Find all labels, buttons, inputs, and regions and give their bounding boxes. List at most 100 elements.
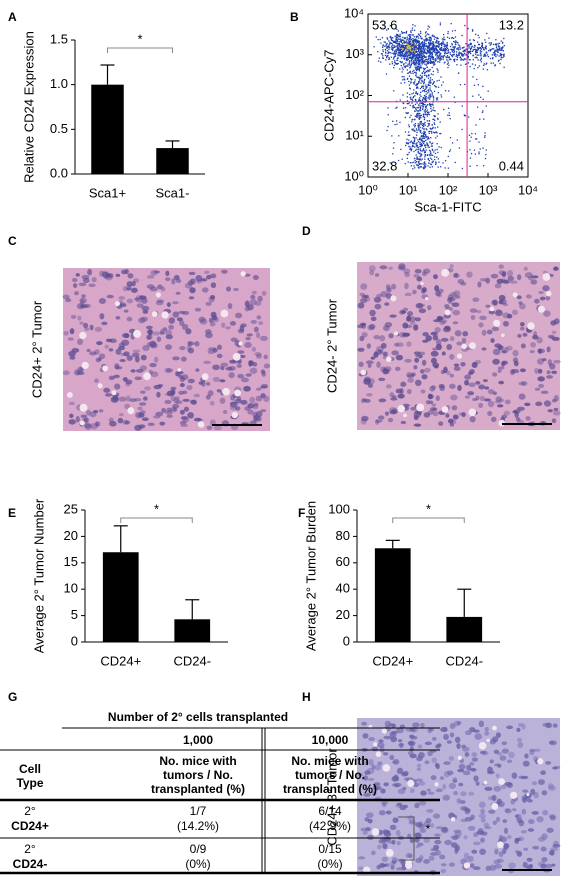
nucleus <box>149 362 157 368</box>
nucleus <box>479 278 488 282</box>
cell-dot <box>500 55 502 57</box>
cell-dot <box>408 145 410 148</box>
nucleus <box>357 772 363 777</box>
nucleus <box>208 347 216 351</box>
nucleus <box>491 736 499 743</box>
cell-dot <box>453 40 455 43</box>
cell-dot <box>464 114 466 117</box>
cell-dot <box>411 78 413 80</box>
cell-dot <box>452 49 454 51</box>
cell-dot <box>407 38 409 40</box>
cell-dot <box>403 82 406 84</box>
cell-dot <box>387 114 389 116</box>
cell-dot <box>412 60 415 62</box>
cell-dot <box>425 84 427 86</box>
cell-dot <box>414 38 416 41</box>
cell-dot <box>404 55 407 57</box>
cell-dot <box>397 48 400 51</box>
cell-dot <box>425 128 427 130</box>
cell-dot <box>442 56 444 58</box>
cell-dot <box>409 49 411 51</box>
nucleus <box>415 778 424 783</box>
nucleus <box>396 802 403 806</box>
cell-dot <box>390 45 393 47</box>
quadrant-percent: 53.6 <box>372 17 397 32</box>
histology-texture <box>357 720 561 875</box>
cell-dot <box>387 52 389 55</box>
quadrant-percent: 0.44 <box>499 158 524 173</box>
cell-dot <box>381 37 384 39</box>
cell-dot <box>423 46 426 48</box>
vacuole <box>232 352 241 361</box>
nucleus <box>484 786 493 791</box>
cell-dot <box>458 51 460 53</box>
nucleus <box>538 383 545 388</box>
cell-dot <box>407 103 409 105</box>
cell-dot <box>454 29 456 32</box>
cell-dot <box>419 143 421 145</box>
nucleus <box>140 316 148 322</box>
nucleus <box>150 342 158 349</box>
vacuole <box>545 290 552 297</box>
cell-dot <box>407 112 409 114</box>
cell-dot <box>409 147 412 150</box>
cell-dot <box>442 38 445 40</box>
table-cell: 0/9 <box>190 842 207 856</box>
nucleus <box>382 752 389 756</box>
nucleus <box>99 313 105 320</box>
cell-dot <box>469 59 471 61</box>
nucleus <box>165 277 171 282</box>
vacuole <box>390 295 397 302</box>
nucleus <box>180 423 188 427</box>
nucleus <box>527 828 535 832</box>
cell-dot <box>433 122 435 124</box>
cell-dot <box>435 47 437 49</box>
cell-dot <box>468 59 470 61</box>
cell-dot <box>472 49 474 51</box>
nucleus <box>481 347 487 351</box>
nucleus <box>74 291 79 296</box>
cell-dot <box>468 134 471 136</box>
cell-dot <box>423 94 426 97</box>
cell-dot <box>402 39 404 41</box>
nucleus <box>518 381 525 386</box>
nucleus <box>127 273 134 279</box>
cell-dot <box>428 49 430 52</box>
nucleus <box>531 781 538 786</box>
cell-dot <box>485 154 487 156</box>
cell-dot <box>426 86 428 88</box>
cell-dot <box>412 24 414 26</box>
nucleus <box>94 326 103 332</box>
cell-dot <box>417 112 419 115</box>
cell-dot <box>435 58 437 60</box>
nucleus <box>226 286 232 292</box>
cell-dot <box>398 38 400 40</box>
cell-dot <box>408 37 411 40</box>
nucleus <box>383 782 389 787</box>
nucleus <box>256 315 262 320</box>
nucleus <box>405 728 413 732</box>
cell-dot <box>443 54 445 57</box>
panel-label: G <box>8 690 17 704</box>
cell-dot <box>426 66 428 68</box>
cell-dot <box>431 142 434 144</box>
nucleus <box>540 390 549 395</box>
cell-dot <box>421 132 423 134</box>
cell-dot <box>425 96 428 98</box>
nucleus <box>90 422 99 430</box>
cell-dot <box>406 69 409 71</box>
nucleus <box>537 348 542 354</box>
cell-dot <box>401 32 404 34</box>
nucleus <box>361 295 368 299</box>
vacuole <box>491 802 499 810</box>
nucleus <box>427 410 434 415</box>
nucleus <box>162 327 168 332</box>
nucleus <box>210 294 216 300</box>
cell-dot <box>503 44 505 47</box>
cell-dot <box>418 124 421 126</box>
cell-dot <box>427 165 429 167</box>
nucleus <box>180 416 189 420</box>
nucleus <box>380 800 389 806</box>
cell-dot <box>440 49 442 51</box>
nucleus <box>469 863 475 868</box>
